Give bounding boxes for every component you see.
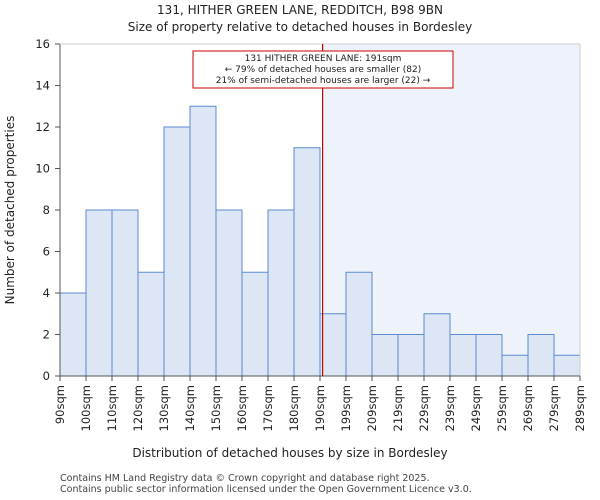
bar-239sqm (449, 334, 477, 377)
bar-90sqm (59, 292, 87, 377)
y-tick-label: 14 (35, 79, 50, 93)
bar-100sqm (85, 209, 113, 377)
bar-279sqm (553, 354, 581, 377)
bar-140sqm (189, 105, 217, 377)
x-tick-label: 199sqm (339, 385, 353, 431)
y-tick-label: 8 (43, 203, 50, 217)
chart-subtitle: Size of property relative to detached ho… (127, 20, 473, 34)
x-tick-label: 140sqm (183, 385, 197, 431)
x-tick-label: 170sqm (261, 385, 275, 431)
bar-269sqm (527, 334, 555, 377)
x-ticks-group: 90sqm 100sqm 110sqm 120sqm 130sqm 140sqm 150sq… (53, 376, 587, 431)
annotation-box (192, 50, 454, 89)
x-tick-label: 239sqm (443, 385, 457, 431)
bar-219sqm (397, 334, 425, 377)
x-axis-label: Distribution of detached houses by size … (132, 446, 447, 460)
y-axis-label: Number of detached properties (3, 116, 17, 305)
x-tick-label: 150sqm (209, 385, 223, 431)
x-tick-label: 289sqm (573, 385, 587, 431)
annotation-line-1: 131 HITHER GREEN LANE: 191sqm (245, 54, 402, 64)
x-tick-label: 259sqm (495, 385, 509, 431)
y-tick-label: 12 (35, 120, 50, 134)
x-tick-label: 120sqm (131, 385, 145, 431)
y-tick-label: 0 (43, 369, 50, 383)
bar-259sqm (501, 354, 529, 377)
y-tick-label: 10 (35, 162, 50, 176)
x-tick-label: 249sqm (469, 385, 483, 431)
bar-110sqm (111, 209, 139, 377)
bar-199sqm (345, 271, 373, 377)
annotation-line-2: ← 79% of detached houses are smaller (82… (225, 65, 422, 75)
bars-group (59, 105, 581, 377)
bar-170sqm (267, 209, 295, 377)
x-tick-label: 190sqm (313, 385, 327, 431)
bar-229sqm (423, 313, 451, 377)
bar-190sqm (319, 313, 347, 377)
x-tick-label: 100sqm (79, 385, 93, 431)
y-tick-label: 4 (43, 286, 50, 300)
bar-120sqm (137, 271, 165, 377)
footer-line-2: Contains public sector information licen… (60, 484, 472, 495)
bar-209sqm (371, 334, 399, 377)
footer-line-1: Contains HM Land Registry data © Crown c… (60, 473, 430, 484)
y-tick-label: 6 (43, 245, 50, 259)
bar-249sqm (475, 334, 503, 377)
y-tick-label: 2 (43, 328, 50, 342)
x-tick-label: 279sqm (547, 385, 561, 431)
bar-130sqm (163, 126, 191, 377)
x-tick-label: 209sqm (365, 385, 379, 431)
bar-180sqm (293, 147, 321, 377)
chart-title: 131, HITHER GREEN LANE, REDDITCH, B98 9B… (157, 3, 443, 17)
annotation-line-3: 21% of semi-detached houses are larger (… (216, 76, 431, 86)
x-tick-label: 160sqm (235, 385, 249, 431)
x-tick-label: 110sqm (105, 385, 119, 431)
bar-160sqm (241, 271, 269, 377)
y-tick-label: 16 (35, 37, 50, 51)
y-ticks-group: 0 2 4 6 8 10 12 14 16 (35, 37, 60, 383)
x-tick-label: 130sqm (157, 385, 171, 431)
x-tick-label: 229sqm (417, 385, 431, 431)
marker-annotation: 131 HITHER GREEN LANE: 191sqm ← 79% of d… (192, 50, 454, 89)
x-tick-label: 219sqm (391, 385, 405, 431)
x-tick-label: 90sqm (53, 385, 67, 424)
x-tick-label: 269sqm (521, 385, 535, 431)
bar-150sqm (215, 209, 243, 377)
x-tick-label: 180sqm (287, 385, 301, 431)
